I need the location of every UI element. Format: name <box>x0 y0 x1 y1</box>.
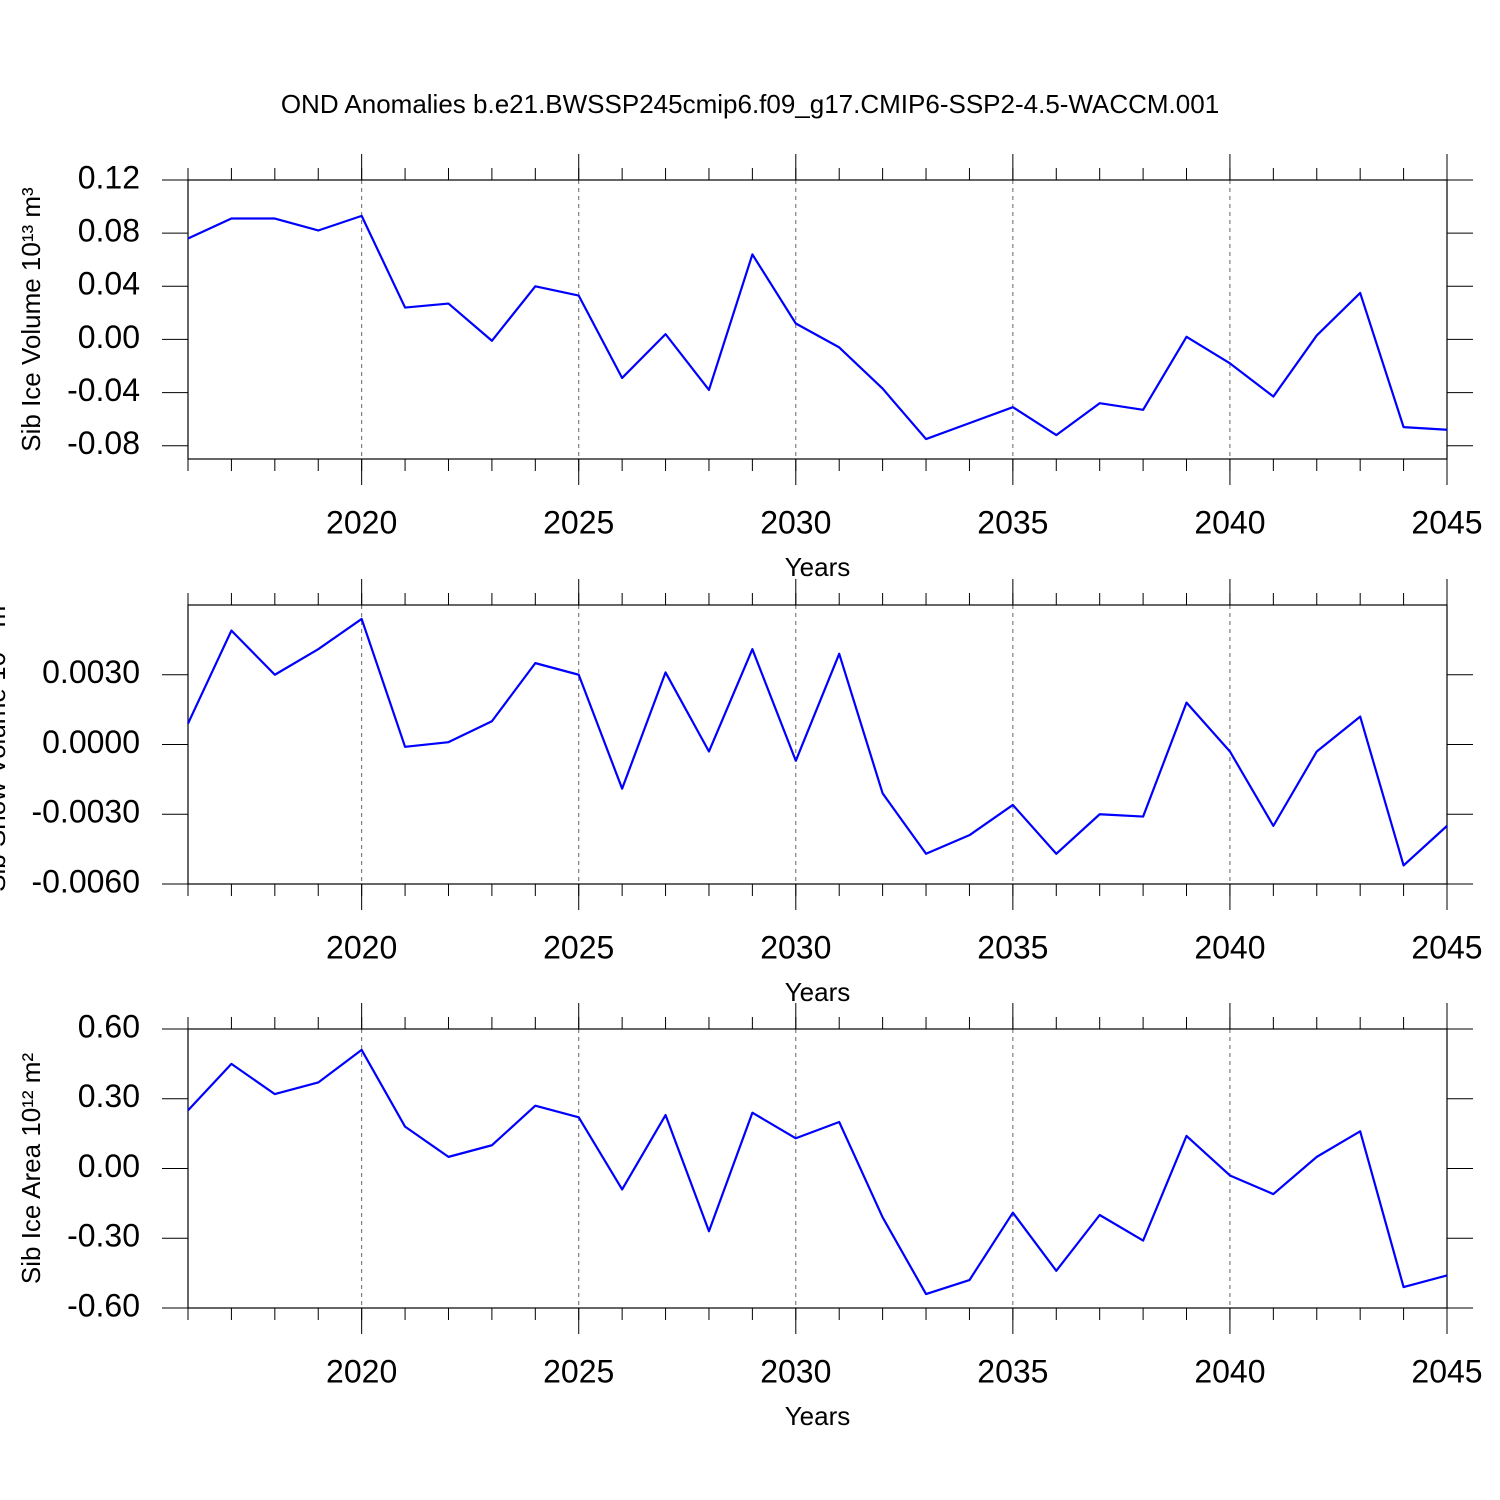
x-tick-label: 2020 <box>326 504 397 540</box>
y-tick-label: 0.30 <box>78 1078 140 1114</box>
x-tick-label: 2035 <box>977 1353 1048 1389</box>
x-tick-label: 2035 <box>977 504 1048 540</box>
x-tick-label: 2025 <box>543 1353 614 1389</box>
x-tick-label: 2045 <box>1411 929 1482 965</box>
x-tick-label: 2045 <box>1411 1353 1482 1389</box>
y-axis-label: Sib Snow Volume 10¹³ m³ <box>0 597 11 892</box>
plot-frame <box>187 604 1448 885</box>
data-line <box>187 617 1448 867</box>
y-tick-label: 0.00 <box>78 319 140 355</box>
x-axis-label: Years <box>785 552 851 582</box>
y-tick-label: 0.60 <box>78 1008 140 1044</box>
y-tick-label: -0.04 <box>67 372 140 408</box>
y-axis-label: Sib Ice Volume 10¹³ m³ <box>16 187 46 452</box>
x-tick-label: 2030 <box>760 929 831 965</box>
y-tick-label: -0.60 <box>67 1287 140 1323</box>
x-tick-label: 2025 <box>543 504 614 540</box>
y-tick-label: 0.12 <box>78 159 140 195</box>
x-tick-label: 2040 <box>1194 929 1265 965</box>
figure-title: OND Anomalies b.e21.BWSSP245cmip6.f09_g1… <box>281 89 1219 119</box>
y-tick-label: 0.04 <box>78 266 140 302</box>
y-tick-label: 0.0030 <box>42 654 140 690</box>
y-tick-label: 0.00 <box>78 1148 140 1184</box>
y-axis-label: Sib Ice Area 10¹² m² <box>16 1053 46 1285</box>
x-tick-label: 2030 <box>760 1353 831 1389</box>
x-tick-label: 2040 <box>1194 1353 1265 1389</box>
y-tick-label: 0.08 <box>78 213 140 249</box>
x-tick-label: 2040 <box>1194 504 1265 540</box>
x-tick-label: 2025 <box>543 929 614 965</box>
x-tick-label: 2030 <box>760 504 831 540</box>
data-line <box>187 1048 1448 1296</box>
y-tick-label: -0.30 <box>67 1218 140 1254</box>
x-axis-label: Years <box>785 1401 851 1431</box>
plot-frame <box>187 1028 1448 1309</box>
x-tick-label: 2035 <box>977 929 1048 965</box>
y-tick-label: -0.08 <box>67 425 140 461</box>
x-tick-label: 2020 <box>326 1353 397 1389</box>
data-line <box>187 214 1448 441</box>
plot-frame <box>187 179 1448 460</box>
x-tick-label: 2020 <box>326 929 397 965</box>
x-tick-label: 2045 <box>1411 504 1482 540</box>
y-tick-label: -0.0060 <box>31 863 140 899</box>
y-tick-label: 0.0000 <box>42 724 140 760</box>
x-axis-label: Years <box>785 977 851 1007</box>
y-tick-label: -0.0030 <box>31 794 140 830</box>
